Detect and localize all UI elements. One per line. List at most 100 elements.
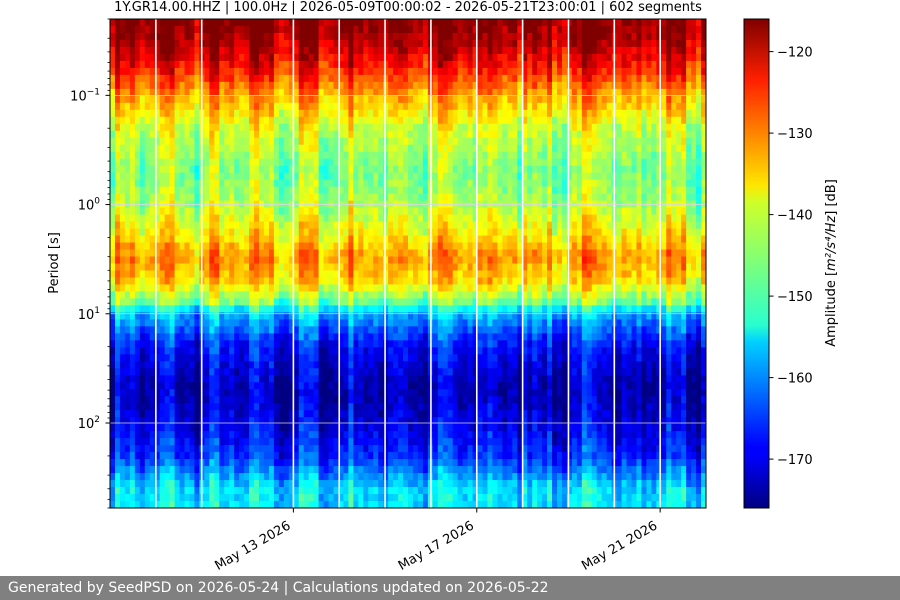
heatmap-cell bbox=[686, 67, 692, 76]
heatmap-cell bbox=[189, 179, 196, 188]
heatmap-cell bbox=[492, 144, 498, 153]
heatmap-cell bbox=[303, 102, 310, 111]
heatmap-cell bbox=[437, 298, 444, 307]
heatmap-cell bbox=[636, 284, 643, 293]
heatmap-cell bbox=[581, 235, 588, 244]
heatmap-cell bbox=[234, 95, 240, 104]
heatmap-cell bbox=[159, 228, 166, 237]
heatmap-cell bbox=[298, 228, 305, 237]
heatmap-cell bbox=[363, 102, 369, 111]
heatmap-cell bbox=[244, 165, 250, 174]
heatmap-cell bbox=[561, 123, 568, 132]
heatmap-cell bbox=[293, 19, 300, 27]
heatmap-cell bbox=[576, 151, 583, 160]
heatmap-cell bbox=[204, 102, 210, 111]
heatmap-cell bbox=[368, 242, 374, 251]
heatmap-cell bbox=[482, 151, 489, 160]
heatmap-cell bbox=[308, 249, 315, 258]
heatmap-cell bbox=[566, 284, 573, 293]
heatmap-cell bbox=[159, 144, 166, 153]
heatmap-cell bbox=[497, 123, 503, 132]
heatmap-cell bbox=[169, 221, 176, 230]
heatmap-cell bbox=[308, 32, 315, 41]
heatmap-cell bbox=[532, 256, 538, 265]
heatmap-cell bbox=[661, 249, 667, 258]
heatmap-cell bbox=[477, 102, 484, 111]
heatmap-cell bbox=[194, 151, 200, 160]
heatmap-cell bbox=[482, 74, 489, 83]
heatmap-cell bbox=[378, 221, 384, 230]
heatmap-cell bbox=[358, 95, 364, 104]
heatmap-cell bbox=[348, 130, 354, 139]
heatmap-cell bbox=[149, 193, 156, 202]
heatmap-cell bbox=[691, 137, 697, 146]
heatmap-cell bbox=[234, 186, 240, 195]
heatmap-cell bbox=[368, 39, 374, 48]
heatmap-cell bbox=[437, 242, 444, 251]
heatmap-cell bbox=[408, 214, 414, 223]
heatmap-cell bbox=[576, 235, 583, 244]
heatmap-cell bbox=[696, 39, 702, 48]
heatmap-cell bbox=[646, 214, 652, 223]
heatmap-cell bbox=[204, 158, 210, 167]
heatmap-cell bbox=[447, 74, 454, 83]
heatmap-cell bbox=[661, 116, 667, 125]
heatmap-cell bbox=[581, 165, 588, 174]
heatmap-cell bbox=[239, 137, 245, 146]
heatmap-cell bbox=[661, 88, 667, 97]
heatmap-cell bbox=[472, 60, 479, 69]
heatmap-cell bbox=[338, 179, 345, 188]
heatmap-cell bbox=[179, 179, 186, 188]
heatmap-cell bbox=[348, 207, 354, 216]
heatmap-cell bbox=[591, 130, 598, 139]
heatmap-cell bbox=[403, 46, 409, 55]
heatmap-cell bbox=[184, 291, 191, 300]
heatmap-cell bbox=[671, 25, 677, 34]
heatmap-cell bbox=[512, 277, 518, 286]
heatmap-cell bbox=[482, 228, 489, 237]
heatmap-cell bbox=[417, 116, 424, 125]
heatmap-cell bbox=[393, 116, 399, 125]
heatmap-cell bbox=[676, 81, 682, 90]
heatmap-cell bbox=[631, 74, 638, 83]
heatmap-cell bbox=[537, 144, 543, 153]
heatmap-cell bbox=[457, 165, 464, 174]
heatmap-cell bbox=[601, 158, 608, 167]
heatmap-cell bbox=[114, 186, 121, 195]
heatmap-cell bbox=[174, 186, 181, 195]
heatmap-cell bbox=[457, 221, 464, 230]
heatmap-cell bbox=[318, 67, 325, 76]
heatmap-cell bbox=[641, 19, 647, 27]
heatmap-cell bbox=[189, 207, 196, 216]
heatmap-cell bbox=[388, 193, 394, 202]
heatmap-cell bbox=[408, 95, 414, 104]
heatmap-cell bbox=[591, 179, 598, 188]
heatmap-cell bbox=[184, 228, 191, 237]
heatmap-cell bbox=[691, 144, 697, 153]
heatmap-cell bbox=[408, 109, 414, 118]
heatmap-cell bbox=[552, 53, 558, 62]
heatmap-cell bbox=[179, 46, 186, 55]
heatmap-cell bbox=[596, 123, 603, 132]
heatmap-cell bbox=[671, 207, 677, 216]
heatmap-cell bbox=[681, 109, 687, 118]
heatmap-cell bbox=[452, 19, 459, 27]
heatmap-cell bbox=[204, 242, 210, 251]
heatmap-cell bbox=[159, 214, 166, 223]
heatmap-cell bbox=[278, 25, 285, 34]
heatmap-cell bbox=[303, 193, 310, 202]
heatmap-cell bbox=[552, 32, 558, 41]
heatmap-cell bbox=[154, 207, 161, 216]
heatmap-cell bbox=[691, 74, 697, 83]
heatmap-cell bbox=[492, 165, 498, 174]
heatmap-cell bbox=[437, 172, 444, 181]
heatmap-cell bbox=[303, 53, 310, 62]
heatmap-cell bbox=[273, 32, 280, 41]
heatmap-cell bbox=[482, 109, 489, 118]
heatmap-cell bbox=[154, 39, 161, 48]
heatmap-cell bbox=[179, 165, 186, 174]
heatmap-cell bbox=[169, 186, 176, 195]
heatmap-cell bbox=[422, 263, 429, 272]
heatmap-cell bbox=[139, 193, 146, 202]
heatmap-cell bbox=[596, 284, 603, 293]
